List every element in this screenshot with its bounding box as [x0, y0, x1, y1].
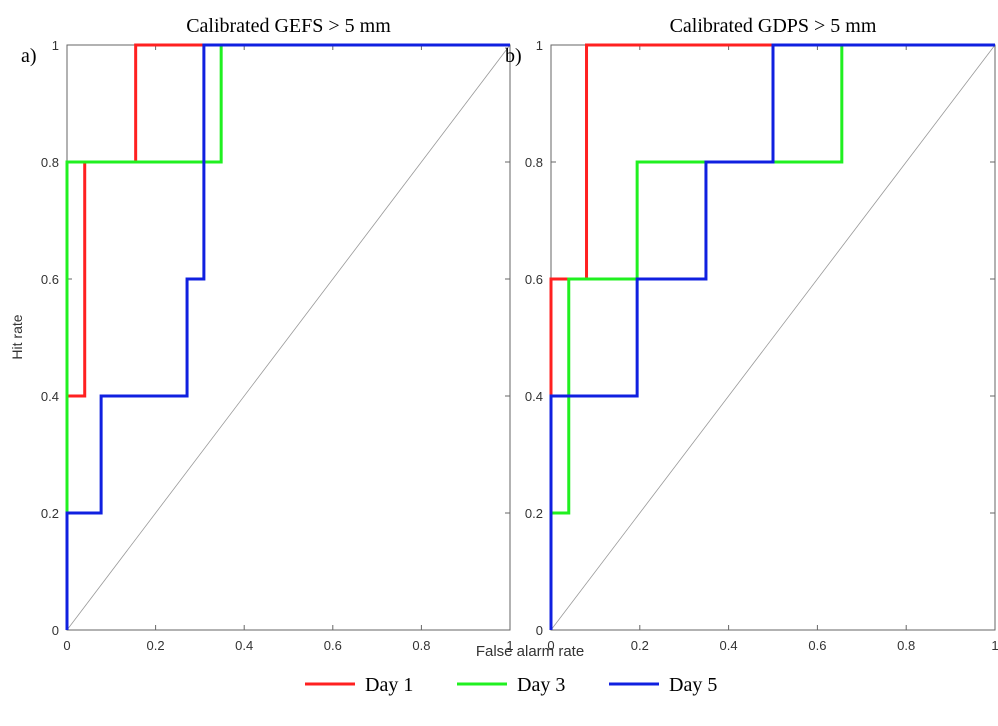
chart-title: Calibrated GEFS > 5 mm	[186, 15, 391, 37]
x-axis-label: False alarm rate	[476, 643, 584, 660]
x-tick-label: 1	[506, 638, 513, 653]
y-tick-label: 0.8	[525, 155, 543, 170]
x-tick-label: 0.8	[412, 638, 430, 653]
x-tick-label: 0	[63, 638, 70, 653]
y-tick-label: 0	[536, 623, 543, 638]
x-tick-label: 0.8	[897, 638, 915, 653]
x-tick-label: 0.6	[324, 638, 342, 653]
y-tick-label: 0.6	[41, 272, 59, 287]
x-tick-label: 1	[991, 638, 998, 653]
x-tick-label: 0	[547, 638, 554, 653]
roc-curve	[549, 43, 995, 630]
y-tick-label: 0	[52, 623, 59, 638]
y-tick-label: 1	[52, 38, 59, 53]
y-tick-label: 0.2	[525, 506, 543, 521]
x-tick-label: 0.4	[235, 638, 253, 653]
chart-title: Calibrated GDPS > 5 mm	[670, 15, 877, 37]
reference-diagonal	[66, 44, 511, 631]
y-tick-label: 0.2	[41, 506, 59, 521]
x-tick-label: 0.6	[808, 638, 826, 653]
roc-curve	[65, 43, 510, 630]
legend-label: Day 3	[517, 674, 565, 696]
y-tick-label: 0.6	[525, 272, 543, 287]
y-tick-label: 0.4	[525, 389, 543, 404]
y-axis-label: Hit rate	[9, 314, 25, 359]
reference-diagonal	[550, 44, 996, 631]
y-tick-label: 0.4	[41, 389, 59, 404]
legend-label: Day 1	[365, 674, 413, 696]
y-tick-label: 1	[536, 38, 543, 53]
y-tick-label: 0.8	[41, 155, 59, 170]
x-tick-label: 0.2	[631, 638, 649, 653]
x-tick-label: 0.4	[720, 638, 738, 653]
x-tick-label: 0.2	[147, 638, 165, 653]
panel-label: b)	[505, 45, 522, 67]
legend-label: Day 5	[669, 674, 717, 696]
panel-label: a)	[21, 45, 37, 67]
